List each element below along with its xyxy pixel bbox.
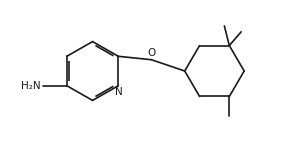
Text: H₂N: H₂N: [22, 81, 41, 91]
Text: O: O: [148, 48, 156, 58]
Text: N: N: [116, 87, 123, 97]
